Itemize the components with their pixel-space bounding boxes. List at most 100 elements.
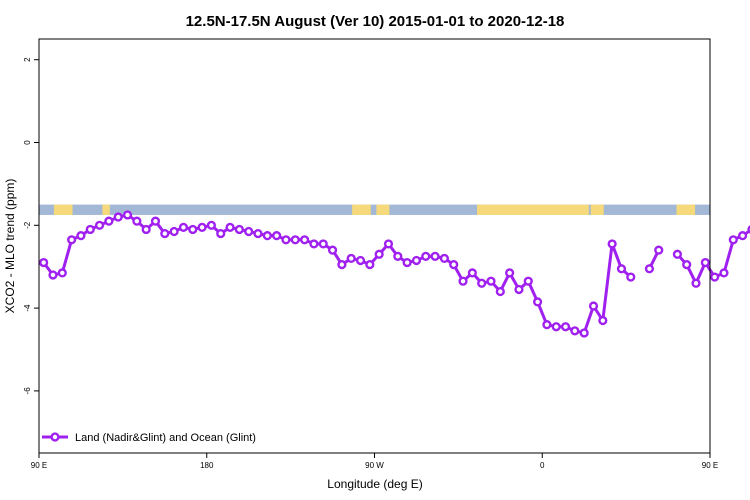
data-point xyxy=(411,255,422,266)
y-tick-label: 2 xyxy=(23,57,32,62)
data-point xyxy=(272,231,282,241)
data-point xyxy=(327,245,338,255)
series-line xyxy=(42,213,632,335)
land-block xyxy=(102,204,110,215)
data-point xyxy=(281,235,291,245)
data-point xyxy=(458,276,468,286)
data-point xyxy=(672,249,682,259)
x-tick-label: 180 xyxy=(200,461,214,470)
data-point xyxy=(449,260,459,270)
series-line xyxy=(676,228,750,285)
data-point xyxy=(374,249,384,259)
x-axis-label: Longitude (deg E) xyxy=(327,477,422,491)
y-tick-label: -6 xyxy=(23,387,32,395)
data-point xyxy=(523,276,533,286)
data-point xyxy=(486,276,496,286)
data-point xyxy=(48,270,58,280)
data-point xyxy=(542,320,552,330)
data-point xyxy=(505,268,515,278)
data-point xyxy=(467,268,477,278)
data-point xyxy=(700,257,710,268)
data-point xyxy=(300,235,310,245)
data-point xyxy=(197,222,207,232)
data-point xyxy=(477,278,487,288)
data-point xyxy=(262,231,272,241)
land-block xyxy=(352,204,371,215)
data-point xyxy=(644,264,655,274)
x-axis: 90 E 180 90 W 0 90 E xyxy=(31,453,718,470)
land-block xyxy=(676,204,696,215)
data-point xyxy=(579,328,589,338)
data-point xyxy=(439,253,449,264)
data-point xyxy=(616,264,627,274)
y-axis: -6 -4 -2 0 2 xyxy=(23,57,39,395)
data-point xyxy=(57,268,67,278)
legend-label: Land (Nadir&Glint) and Ocean (Glint) xyxy=(75,432,256,444)
data-point xyxy=(626,272,636,282)
land-block xyxy=(376,204,390,215)
data-point xyxy=(710,272,720,282)
data-point xyxy=(244,226,254,237)
data-point xyxy=(570,326,580,336)
y-axis-label: XCO2 - MLO trend (ppm) xyxy=(3,179,17,314)
data-point xyxy=(169,226,179,237)
data-point xyxy=(383,239,394,249)
data-point xyxy=(598,315,608,326)
data-point xyxy=(421,251,431,261)
legend: Land (Nadir&Glint) and Ocean (Glint) xyxy=(42,432,256,444)
data-point xyxy=(178,222,189,232)
x-tick-label: 90 E xyxy=(31,461,47,470)
data-point xyxy=(738,231,748,241)
land-block xyxy=(53,204,73,215)
data-point xyxy=(495,286,505,297)
chart-title: 12.5N-17.5N August (Ver 10) 2015-01-01 t… xyxy=(186,13,565,30)
data-point xyxy=(365,260,375,270)
data-point xyxy=(607,239,617,249)
data-point xyxy=(588,301,599,311)
data-point xyxy=(728,235,738,245)
data-point xyxy=(719,268,729,278)
data-point xyxy=(141,224,151,235)
x-tick-label: 0 xyxy=(540,461,545,470)
data-point xyxy=(206,220,217,230)
series-layer xyxy=(39,210,750,338)
data-point xyxy=(430,251,440,261)
data-point xyxy=(39,257,49,268)
y-tick-label: -2 xyxy=(23,221,32,229)
data-point xyxy=(234,224,244,235)
data-point xyxy=(346,253,356,264)
data-point xyxy=(160,228,170,239)
legend-marker xyxy=(50,432,60,442)
data-point xyxy=(402,257,412,268)
data-point xyxy=(122,210,133,220)
data-point xyxy=(150,216,161,226)
y-tick-label: -4 xyxy=(23,304,32,312)
data-point xyxy=(216,228,226,239)
data-point xyxy=(551,322,561,332)
data-point xyxy=(290,235,300,245)
y-tick-label: 0 xyxy=(23,140,32,145)
data-point xyxy=(355,255,366,266)
data-point xyxy=(132,216,142,226)
data-point xyxy=(309,239,319,249)
data-point xyxy=(682,260,692,270)
map-strip xyxy=(39,204,710,215)
data-point xyxy=(532,297,543,307)
data-point xyxy=(691,278,701,288)
data-point xyxy=(514,284,524,295)
data-point xyxy=(67,235,77,245)
data-point xyxy=(76,231,86,241)
land-block xyxy=(477,204,589,215)
data-point xyxy=(104,216,114,226)
data-point xyxy=(337,260,347,270)
data-point xyxy=(654,245,664,255)
x-tick-label: 90 E xyxy=(702,461,718,470)
data-point xyxy=(94,220,105,230)
data-point xyxy=(188,224,198,235)
data-point xyxy=(560,322,571,332)
data-point xyxy=(253,228,263,239)
data-point xyxy=(225,222,235,232)
data-point xyxy=(85,224,95,235)
data-point xyxy=(113,212,123,222)
